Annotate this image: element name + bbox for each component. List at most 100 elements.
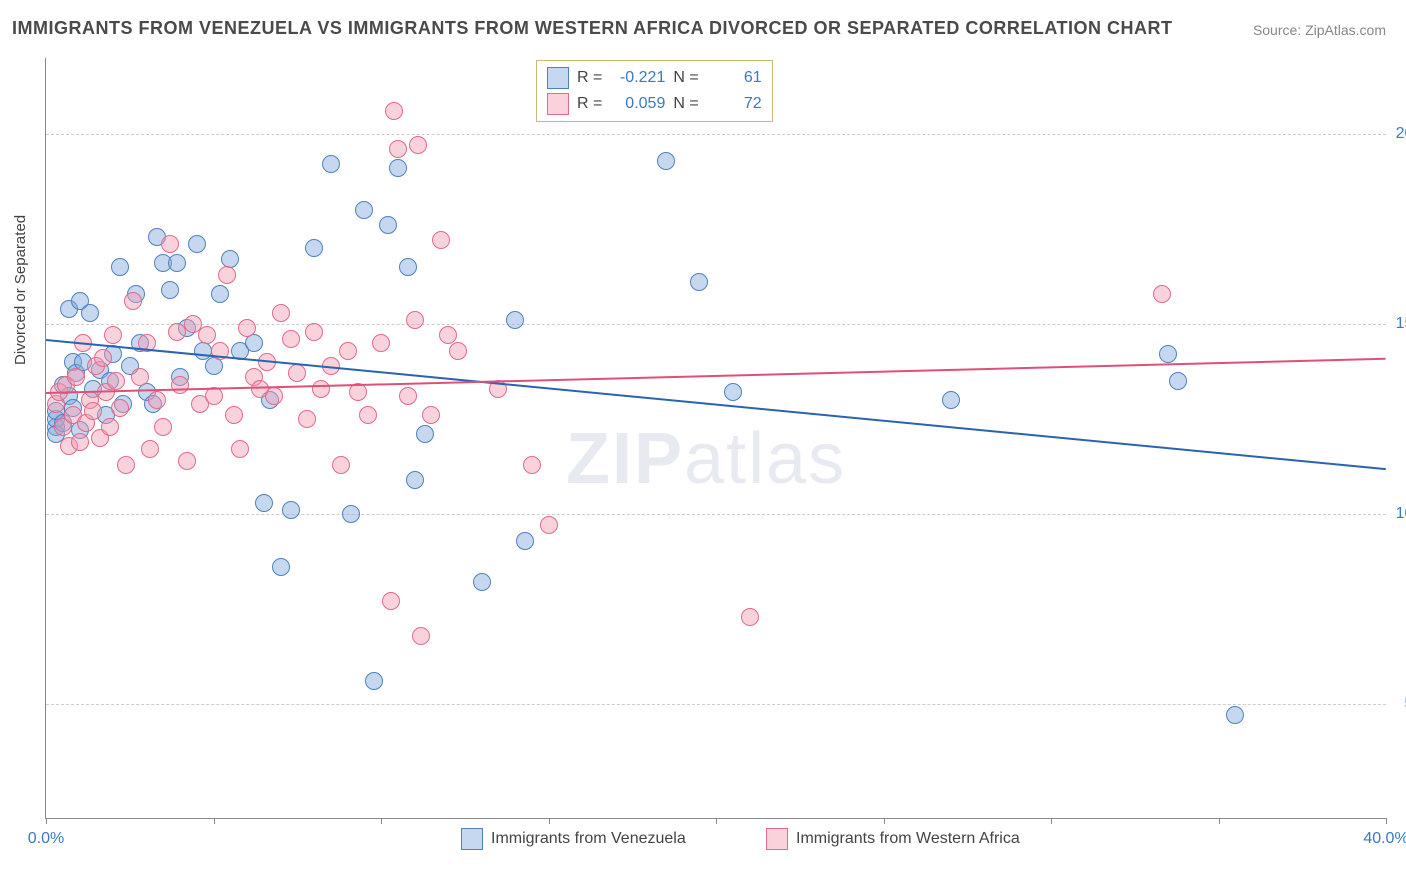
legend-n-label: N = bbox=[673, 69, 698, 87]
legend-swatch-western-africa bbox=[766, 828, 788, 850]
chart-title: IMMIGRANTS FROM VENEZUELA VS IMMIGRANTS … bbox=[12, 18, 1172, 39]
data-point-venezuela bbox=[322, 155, 340, 173]
legend-r-value-western-africa: 0.059 bbox=[610, 95, 665, 113]
data-point-western_africa bbox=[432, 231, 450, 249]
x-tick bbox=[46, 818, 47, 824]
data-point-western_africa bbox=[741, 608, 759, 626]
data-point-venezuela bbox=[690, 273, 708, 291]
data-point-venezuela bbox=[406, 471, 424, 489]
data-point-venezuela bbox=[657, 152, 675, 170]
data-point-western_africa bbox=[272, 304, 290, 322]
data-point-western_africa bbox=[94, 349, 112, 367]
data-point-venezuela bbox=[81, 304, 99, 322]
data-point-western_africa bbox=[265, 387, 283, 405]
legend-swatch-western-africa bbox=[547, 93, 569, 115]
data-point-western_africa bbox=[298, 410, 316, 428]
legend-stats-row-western-africa: R = 0.059 N = 72 bbox=[547, 91, 762, 117]
data-point-western_africa bbox=[282, 330, 300, 348]
data-point-venezuela bbox=[272, 558, 290, 576]
data-point-venezuela bbox=[379, 216, 397, 234]
legend-n-value-venezuela: 61 bbox=[707, 69, 762, 87]
legend-r-value-venezuela: -0.221 bbox=[610, 69, 665, 87]
data-point-western_africa bbox=[540, 516, 558, 534]
x-tick bbox=[716, 818, 717, 824]
data-point-western_africa bbox=[178, 452, 196, 470]
data-point-venezuela bbox=[1159, 345, 1177, 363]
y-tick-label: 5.0% bbox=[1391, 695, 1406, 713]
data-point-venezuela bbox=[724, 383, 742, 401]
data-point-western_africa bbox=[107, 372, 125, 390]
data-point-venezuela bbox=[1169, 372, 1187, 390]
data-point-western_africa bbox=[154, 418, 172, 436]
data-point-venezuela bbox=[399, 258, 417, 276]
y-tick-label: 20.0% bbox=[1391, 125, 1406, 143]
y-tick-label: 15.0% bbox=[1391, 315, 1406, 333]
plot-area: ZIPatlas R = -0.221 N = 61 R = 0.059 N =… bbox=[45, 58, 1386, 819]
source-label: Source: ZipAtlas.com bbox=[1253, 22, 1386, 38]
data-point-western_africa bbox=[238, 319, 256, 337]
gridline bbox=[46, 134, 1386, 135]
data-point-western_africa bbox=[288, 364, 306, 382]
data-point-venezuela bbox=[161, 281, 179, 299]
legend-swatch-venezuela bbox=[461, 828, 483, 850]
data-point-western_africa bbox=[406, 311, 424, 329]
data-point-western_africa bbox=[67, 368, 85, 386]
x-tick bbox=[381, 818, 382, 824]
data-point-western_africa bbox=[168, 323, 186, 341]
legend-n-label: N = bbox=[673, 95, 698, 113]
y-tick-label: 10.0% bbox=[1391, 505, 1406, 523]
data-point-western_africa bbox=[104, 326, 122, 344]
data-point-venezuela bbox=[305, 239, 323, 257]
data-point-western_africa bbox=[339, 342, 357, 360]
x-tick bbox=[214, 818, 215, 824]
data-point-western_africa bbox=[412, 627, 430, 645]
x-tick bbox=[549, 818, 550, 824]
data-point-western_africa bbox=[305, 323, 323, 341]
data-point-western_africa bbox=[124, 292, 142, 310]
gridline bbox=[46, 704, 1386, 705]
data-point-western_africa bbox=[218, 266, 236, 284]
legend-stats: R = -0.221 N = 61 R = 0.059 N = 72 bbox=[536, 60, 773, 122]
data-point-venezuela bbox=[211, 285, 229, 303]
data-point-western_africa bbox=[312, 380, 330, 398]
watermark-light: atlas bbox=[684, 419, 846, 499]
legend-n-value-western-africa: 72 bbox=[707, 95, 762, 113]
data-point-venezuela bbox=[1226, 706, 1244, 724]
x-tick bbox=[1386, 818, 1387, 824]
data-point-western_africa bbox=[101, 418, 119, 436]
legend-r-label: R = bbox=[577, 95, 602, 113]
watermark: ZIPatlas bbox=[566, 418, 846, 500]
data-point-venezuela bbox=[365, 672, 383, 690]
data-point-western_africa bbox=[161, 235, 179, 253]
x-tick bbox=[1051, 818, 1052, 824]
data-point-venezuela bbox=[282, 501, 300, 519]
data-point-venezuela bbox=[942, 391, 960, 409]
data-point-venezuela bbox=[111, 258, 129, 276]
data-point-western_africa bbox=[1153, 285, 1171, 303]
data-point-venezuela bbox=[168, 254, 186, 272]
data-point-venezuela bbox=[516, 532, 534, 550]
data-point-western_africa bbox=[382, 592, 400, 610]
data-point-western_africa bbox=[111, 399, 129, 417]
data-point-western_africa bbox=[422, 406, 440, 424]
y-axis-title: Divorced or Separated bbox=[12, 215, 29, 365]
data-point-western_africa bbox=[141, 440, 159, 458]
data-point-western_africa bbox=[409, 136, 427, 154]
data-point-venezuela bbox=[342, 505, 360, 523]
legend-swatch-venezuela bbox=[547, 67, 569, 89]
data-point-western_africa bbox=[225, 406, 243, 424]
data-point-western_africa bbox=[231, 440, 249, 458]
x-tick-label: 0.0% bbox=[28, 830, 64, 848]
x-tick bbox=[884, 818, 885, 824]
data-point-western_africa bbox=[198, 326, 216, 344]
data-point-western_africa bbox=[171, 376, 189, 394]
x-tick-label: 40.0% bbox=[1363, 830, 1406, 848]
data-point-venezuela bbox=[473, 573, 491, 591]
data-point-western_africa bbox=[385, 102, 403, 120]
data-point-western_africa bbox=[332, 456, 350, 474]
data-point-western_africa bbox=[523, 456, 541, 474]
data-point-venezuela bbox=[355, 201, 373, 219]
x-tick bbox=[1219, 818, 1220, 824]
data-point-venezuela bbox=[255, 494, 273, 512]
data-point-western_africa bbox=[389, 140, 407, 158]
